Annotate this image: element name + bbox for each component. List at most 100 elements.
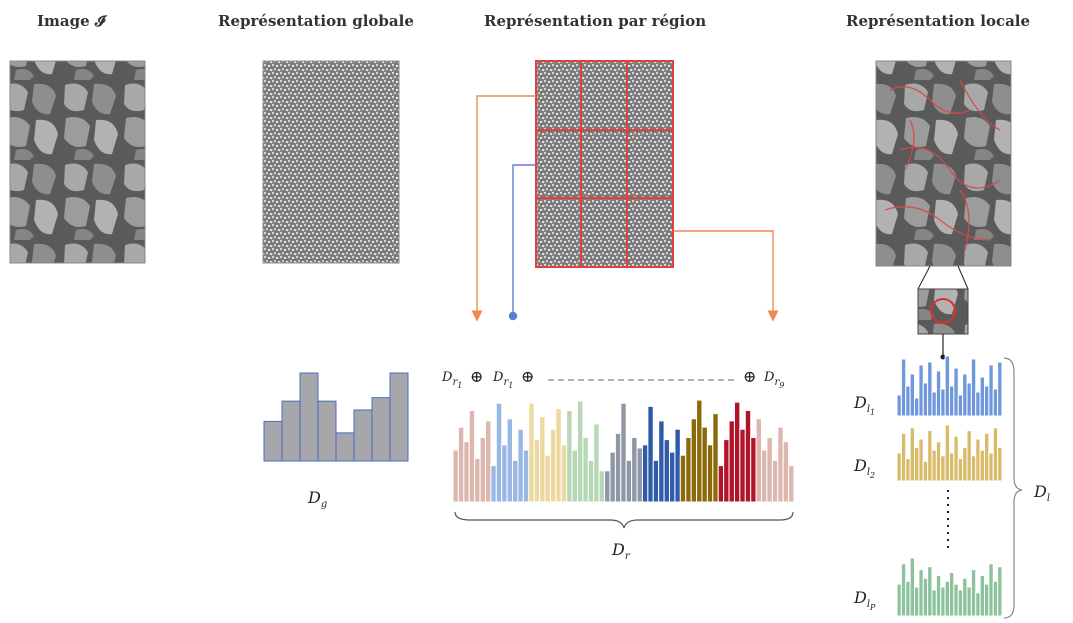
local-histogram-bar xyxy=(944,355,950,417)
region-histogram-bar xyxy=(555,407,562,503)
local-histogram-bar xyxy=(927,361,933,417)
region-histogram-bar xyxy=(495,402,503,503)
region-histogram-bar xyxy=(522,449,530,503)
local-histogram-bar xyxy=(975,438,981,482)
local-histogram-bar xyxy=(931,589,937,617)
global-histogram-bar xyxy=(371,397,391,462)
region-histogram-bar xyxy=(620,402,627,503)
local-histogram-bar xyxy=(997,566,1003,617)
local-histogram-bar xyxy=(900,432,907,482)
region-histogram-bar xyxy=(771,459,779,503)
region-histogram-bar xyxy=(533,439,541,503)
local-histogram-bar xyxy=(988,364,994,417)
oplus-1: ⊕ xyxy=(470,367,484,386)
region-histogram-bar xyxy=(728,420,735,503)
region-histogram-bar xyxy=(604,470,611,503)
local-histogram-bar xyxy=(896,583,902,617)
oplus-3: ⊕ xyxy=(743,367,757,386)
local-histogram-bar xyxy=(909,557,915,617)
region-histogram-bar xyxy=(484,420,492,503)
region-histogram-bar xyxy=(685,437,692,503)
region-histogram-bar xyxy=(452,449,459,503)
header-local-representation: Représentation locale xyxy=(846,12,1031,30)
label-dg: Dg xyxy=(308,488,328,511)
global-texture-image xyxy=(262,60,400,264)
local-histogram-bar xyxy=(927,430,933,482)
region-histogram-bar xyxy=(625,459,633,503)
label-dlp: DlP xyxy=(854,588,876,613)
local-histogram-bar xyxy=(914,397,920,417)
region-histogram-bar xyxy=(490,465,497,503)
region-histogram-bar xyxy=(647,405,654,503)
region-histogram-bar xyxy=(457,426,465,503)
local-histogram-bar xyxy=(935,370,942,417)
region-histogram-bar xyxy=(566,409,573,503)
local-histogram-bar xyxy=(992,427,999,482)
label-dr: Dr xyxy=(612,540,630,563)
global-histogram-bar xyxy=(263,420,283,462)
local-histogram-bar xyxy=(975,391,981,417)
local-histogram-bar xyxy=(984,385,990,417)
local-histogram-bar xyxy=(957,394,964,417)
region-histogram-bar xyxy=(755,418,763,503)
region-histogram-bar xyxy=(549,428,557,503)
local-histogram-2 xyxy=(896,424,1003,482)
region-arrow-1 xyxy=(471,95,536,322)
local-histogram-bar xyxy=(953,583,959,617)
region-histogram-bar xyxy=(560,444,568,503)
region-arrow-9 xyxy=(673,230,779,322)
region-histogram-bar xyxy=(539,416,546,503)
region-histogram-bar xyxy=(761,449,768,503)
local-histogram-bar xyxy=(949,572,955,617)
region-histogram-bar xyxy=(782,441,790,503)
local-histogram-bar xyxy=(944,580,950,617)
local-histogram-bar xyxy=(949,385,955,417)
region-histogram-bar xyxy=(463,441,470,503)
local-histogram-bar xyxy=(918,438,924,482)
region-histogram-bar xyxy=(766,437,773,503)
local-histogram-bar xyxy=(940,455,946,482)
local-histogram-bar xyxy=(935,441,942,482)
region-histogram xyxy=(452,399,795,503)
region-histogram-bar xyxy=(506,418,514,503)
local-histogram-bar xyxy=(975,592,981,617)
region-histogram-bar xyxy=(723,439,730,503)
region-histogram-bar xyxy=(468,409,476,503)
patch-to-histogram-dot xyxy=(940,354,946,360)
local-histogram-bar xyxy=(896,452,902,482)
label-drn: Dr9 xyxy=(764,370,785,390)
local-histogram-bar xyxy=(918,569,924,617)
region-histogram-bar xyxy=(636,447,643,503)
zoom-connector-left xyxy=(917,265,931,290)
local-histogram-bar xyxy=(984,583,990,617)
region-histogram-bar xyxy=(663,439,671,503)
local-histogram-bar xyxy=(909,427,915,482)
region-histogram-bar xyxy=(744,409,752,503)
region-arrow-2 xyxy=(508,164,536,321)
region-texture-grid xyxy=(535,60,674,268)
oplus-2: ⊕ xyxy=(521,367,535,386)
region-histogram-bar xyxy=(576,400,584,503)
local-histogram-bar xyxy=(957,589,964,617)
local-histogram-bar xyxy=(997,361,1003,417)
region-brace xyxy=(454,511,794,529)
region-histogram-bar xyxy=(674,428,681,503)
region-histogram-bar xyxy=(739,428,746,503)
region-histogram-bar xyxy=(609,451,616,503)
global-histogram xyxy=(263,372,409,462)
region-histogram-bar xyxy=(479,437,486,503)
label-dl1: Dl1 xyxy=(854,393,876,418)
bark-image xyxy=(9,60,146,264)
local-histogram-bar xyxy=(922,382,929,417)
local-histogram-bar xyxy=(949,452,955,482)
region-histogram-bar xyxy=(679,454,687,503)
local-histogram-bar xyxy=(905,580,911,617)
local-histogram-bar xyxy=(914,446,920,482)
local-histogram-bar xyxy=(962,446,968,482)
local-histogram-bar xyxy=(979,449,985,482)
region-histogram-bar xyxy=(750,437,757,503)
local-brace xyxy=(1003,357,1023,619)
label-dl2: Dl2 xyxy=(854,456,876,481)
region-histogram-bar xyxy=(571,449,578,503)
